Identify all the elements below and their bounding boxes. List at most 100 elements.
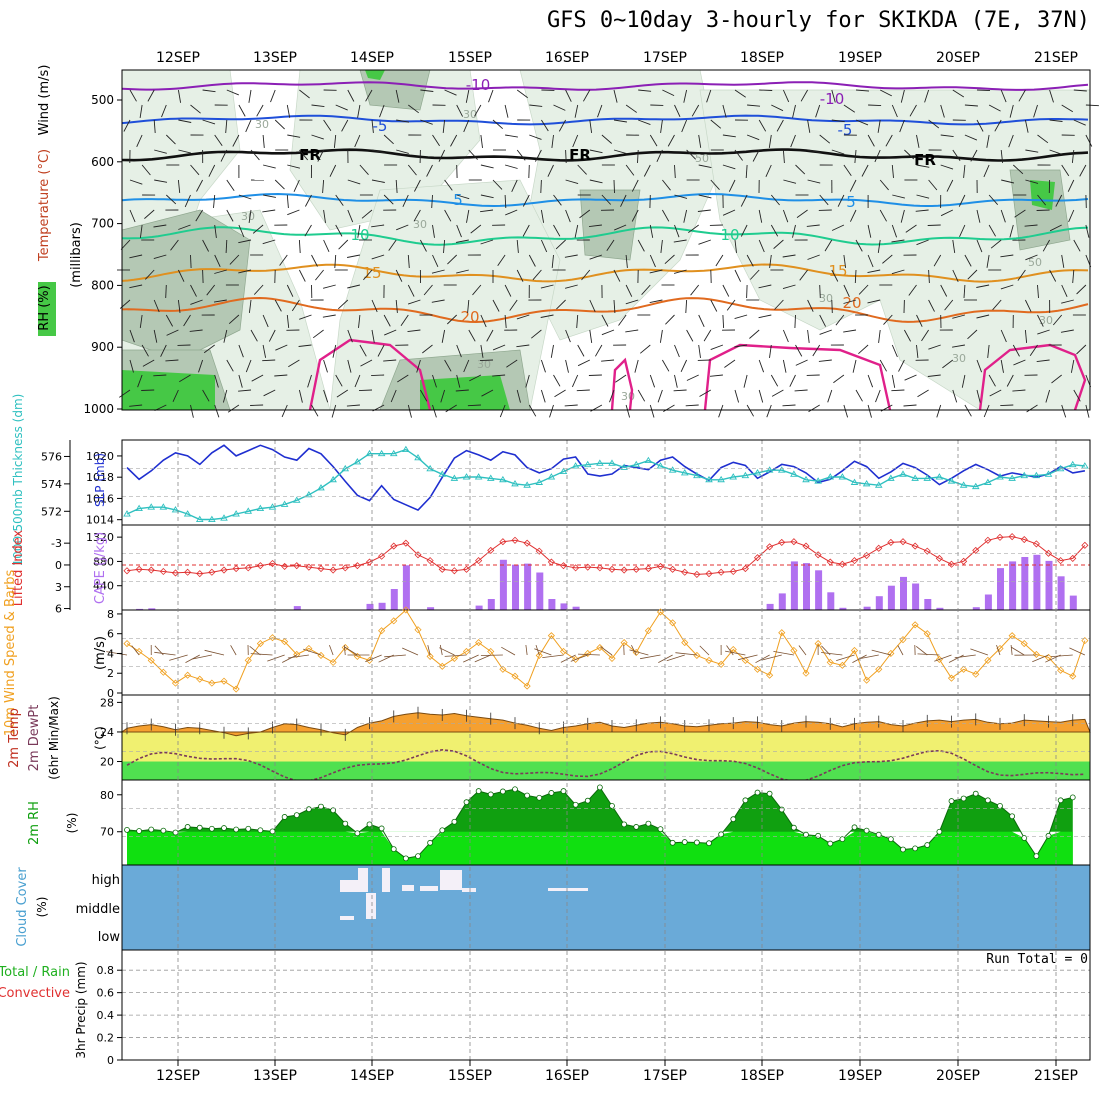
wind-barb (395, 89, 400, 103)
wind-barb (238, 194, 252, 200)
wind-barb (337, 299, 349, 310)
wind-barb (1017, 269, 1026, 281)
rh-marker (815, 832, 822, 839)
thickness-marker (838, 473, 847, 480)
cape-bar (803, 563, 810, 610)
surface-wind-barb (106, 651, 128, 656)
rh-marker (330, 807, 337, 814)
wind-barb (976, 89, 991, 92)
isotherm-label: 20 (842, 294, 861, 312)
wind-barb (1073, 89, 1087, 92)
isotherm-fr (121, 148, 1089, 162)
surface-wind-barb (600, 646, 613, 656)
wind-barb (286, 194, 289, 209)
wind-barb (843, 329, 857, 333)
wind-barb (347, 89, 355, 102)
wind-barb (758, 359, 765, 373)
wind-speed-marker (171, 679, 180, 687)
wind-barb (698, 344, 701, 358)
surface-wind-barb (762, 654, 782, 661)
slp-thickness-panel: 576 574 572 1020 1018 1016 1014 1000-500mb Thic… (11, 394, 1091, 566)
wind-barb (407, 164, 417, 176)
wind-barb (613, 269, 621, 282)
surface-wind-barb (996, 644, 1001, 656)
wind-barb (322, 284, 336, 289)
wind-barb (1061, 104, 1074, 113)
precip-panel: 0.8 0.6 0.4 0.2 0 Total / Rain Convective 3hr P… (0, 949, 1091, 1067)
wind-barb (431, 299, 445, 303)
wind-barb (323, 359, 328, 373)
wind-barb (383, 134, 394, 145)
wind-barb (438, 149, 446, 162)
rh-marker (305, 806, 312, 813)
wind-barb (183, 314, 191, 327)
thickness-marker (402, 445, 410, 453)
wind-barb (177, 179, 181, 193)
wind-barb (529, 104, 543, 107)
wind-barb (1060, 329, 1074, 333)
wind-barb (734, 389, 740, 403)
lifted-index-marker (135, 565, 143, 573)
wind-barb (329, 164, 337, 177)
wind-barb (274, 299, 282, 312)
wind-barb (1072, 269, 1075, 284)
wind-barb (139, 314, 143, 328)
wind-barb (1012, 164, 1024, 175)
wind-barb (818, 359, 832, 362)
wind-barb (456, 194, 470, 200)
surface-wind-barb (474, 654, 491, 663)
wind-speed-marker (984, 656, 992, 664)
wind-barb (703, 329, 712, 342)
wind-barb (456, 224, 462, 238)
wind-barb (142, 359, 155, 367)
thickness-marker (826, 473, 835, 480)
wind-barb (420, 119, 433, 125)
wind-barb (891, 389, 905, 392)
wind-speed-marker (705, 656, 713, 664)
wind-barb (807, 299, 814, 312)
rh-marker (924, 842, 931, 848)
wind-barb (928, 299, 935, 312)
wind-barb (511, 179, 518, 192)
rh-shade-dark (122, 370, 215, 410)
wind-barb (589, 179, 603, 184)
wind-barb (1049, 149, 1063, 155)
wind-barb (331, 404, 337, 418)
wind-barb (492, 299, 500, 312)
wind-barb (986, 134, 990, 148)
slp-tick-label: 1014 (86, 514, 114, 527)
wind-barb (481, 389, 494, 397)
wind-barb (674, 164, 676, 179)
wind-barb (1073, 239, 1081, 252)
thickness-marker (1008, 474, 1016, 481)
rh-marker (936, 828, 943, 835)
thickness-marker (183, 510, 192, 517)
rh-marker (160, 827, 167, 834)
wind-barb (1000, 359, 1004, 373)
cape-bar (778, 593, 786, 610)
wind-barb (799, 269, 808, 281)
surface-wind-barb (249, 645, 261, 656)
surface-wind-barb (534, 648, 552, 656)
rh-marker (524, 792, 531, 799)
wind-barb (225, 119, 228, 134)
wind-barb (891, 374, 896, 388)
wind-barb (905, 224, 917, 233)
wind-barb (726, 299, 736, 311)
wind-barb (466, 209, 470, 223)
wind-barb (262, 344, 267, 358)
instability-contour (308, 338, 432, 411)
wind-barb (643, 164, 651, 177)
thickness-tick-label: 576 (41, 450, 62, 463)
wind-barb (574, 104, 579, 118)
cape-bar (572, 606, 580, 610)
wind-barb (468, 149, 478, 160)
wind-barb (899, 119, 905, 133)
lifted-index-marker (123, 567, 131, 575)
cloud-axis-label: Cloud Cover (15, 867, 30, 947)
cape-bar (1033, 554, 1041, 610)
surface-wind-barb (948, 654, 964, 663)
wind-barb (528, 404, 537, 417)
wind-barb (170, 239, 179, 251)
wind-barb (553, 374, 561, 387)
